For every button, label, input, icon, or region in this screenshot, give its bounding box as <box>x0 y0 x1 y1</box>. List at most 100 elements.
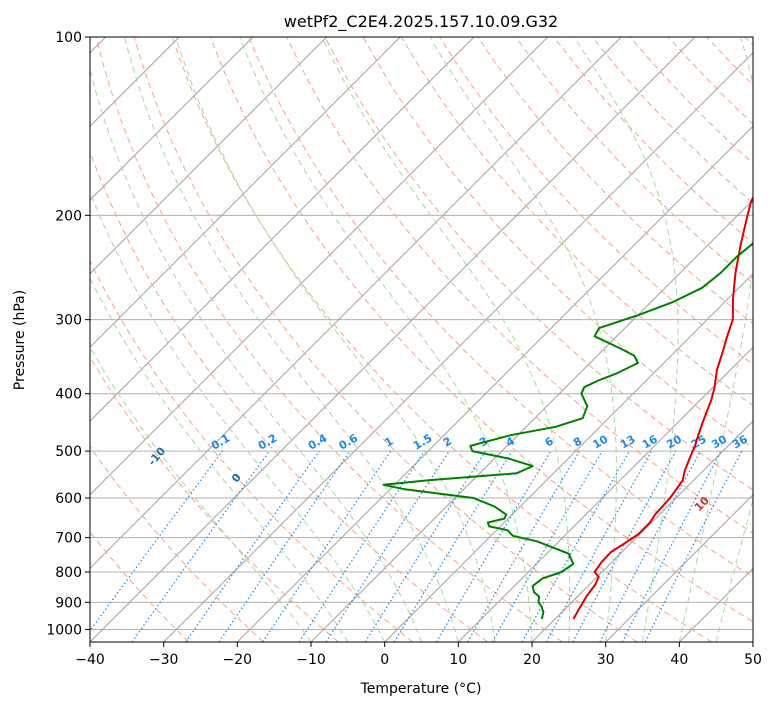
isotherm <box>90 37 328 275</box>
y-tick-label: 500 <box>55 444 82 460</box>
moist-adiabat <box>124 37 459 642</box>
mixing-ratio-line <box>90 450 223 632</box>
axes: −40 −30 −20 −10 0 10 20 30 40 50 100 200 300 400 500 60… <box>46 30 762 668</box>
isotherm <box>310 199 753 642</box>
isotherm <box>236 125 753 642</box>
moist-adiabat <box>239 37 533 642</box>
moist-adiabat <box>90 190 386 642</box>
dry-adiabat <box>90 445 264 642</box>
dry-adiabat <box>90 356 339 642</box>
y-tick-label: 900 <box>55 595 82 611</box>
mixing-ratio-line <box>435 450 552 642</box>
y-axis-title: Pressure (hPa) <box>12 290 28 390</box>
mixing-ratio-line <box>185 450 320 642</box>
chart-title: wetPf2_C2E4.2025.157.10.09.G32 <box>284 12 558 32</box>
moist-adiabat <box>90 277 349 642</box>
y-tick-label: 1000 <box>46 622 82 638</box>
isotherm <box>457 346 753 642</box>
dry-adiabat-label: -20 <box>68 421 91 445</box>
mixing-ratio-line <box>599 450 702 642</box>
mixing-ratio-line <box>131 450 270 642</box>
mixing-ratio-line <box>325 450 450 642</box>
mixing-ratio-label: 0.4 <box>306 431 330 452</box>
isotherm <box>163 51 753 642</box>
x-tick-label: −10 <box>296 652 326 668</box>
moist-adiabat-label: 10 <box>692 494 712 514</box>
mixing-ratio-line <box>262 450 392 642</box>
isotherm <box>90 37 696 642</box>
dry-adiabat <box>133 37 638 642</box>
moist-adiabat <box>321 37 571 642</box>
dry-adiabat <box>591 37 753 204</box>
plot-frame <box>89 36 754 643</box>
temperature-profile <box>572 195 753 620</box>
dry-adiabat <box>515 37 753 284</box>
isotherm <box>90 37 401 349</box>
mixing-ratio-label: 10 <box>591 432 611 451</box>
mixing-ratio-label: 36 <box>730 432 750 451</box>
isotherm <box>90 37 622 570</box>
dry-adiabat <box>90 531 190 642</box>
mixing-ratio-label: 0.1 <box>209 432 232 453</box>
moist-adiabat <box>573 37 679 642</box>
dry-adiabat <box>90 259 414 642</box>
isotherm <box>531 420 753 642</box>
mixing-ratio-label: 13 <box>618 433 638 452</box>
mixing-ratio-label: 20 <box>664 432 684 451</box>
y-tick-label: 400 <box>55 387 82 403</box>
y-tick-label: 200 <box>55 208 82 224</box>
mixing-ratio-line <box>298 450 425 642</box>
y-tick-label: 700 <box>55 531 82 547</box>
mixing-ratio-label: 0.2 <box>256 432 279 453</box>
y-tick-label: 100 <box>55 30 82 46</box>
mixing-ratio-line <box>644 450 743 642</box>
x-tick-label: 30 <box>597 652 615 668</box>
profile-series <box>382 195 753 620</box>
isotherm <box>90 37 254 201</box>
moist-adiabat <box>175 37 496 642</box>
y-tick-label: 800 <box>55 565 82 581</box>
x-tick-label: 0 <box>380 652 389 668</box>
dry-adiabat <box>210 37 753 623</box>
x-tick-label: 40 <box>670 652 688 668</box>
dewpoint-profile <box>382 242 753 620</box>
moist-adiabat <box>90 67 422 642</box>
mixing-ratio-line <box>466 450 580 642</box>
mixing-ratio-label: 8 <box>571 435 584 450</box>
x-tick-label: −20 <box>223 652 253 668</box>
moist-adiabat <box>429 37 617 642</box>
mixing-ratio-line <box>218 450 351 642</box>
mixing-ratio-label: 30 <box>709 432 729 451</box>
isotherm <box>605 493 753 642</box>
mixing-ratio-label: 1.5 <box>411 432 434 453</box>
dry-adiabat <box>90 150 488 642</box>
mixing-ratio-label: 16 <box>640 432 660 451</box>
x-tick-label: −30 <box>149 652 179 668</box>
isotherm <box>90 37 475 422</box>
moist-adiabat <box>90 346 312 642</box>
isotherm <box>90 37 549 496</box>
dry-adiabat <box>324 37 753 491</box>
dry-adiabat <box>171 37 712 642</box>
isotherm <box>384 272 753 642</box>
moist-adiabat-label: 20 <box>753 529 773 549</box>
moist-adiabat <box>715 498 753 642</box>
dry-adiabat <box>744 37 753 47</box>
mixing-ratio-label: 1 <box>382 435 395 450</box>
y-tick-label: 600 <box>55 491 82 507</box>
mixing-ratio-line <box>545 450 653 642</box>
background-lines <box>90 37 753 642</box>
x-tick-label: 10 <box>449 652 467 668</box>
y-tick-label: 300 <box>55 313 82 329</box>
moist-adiabat <box>678 37 753 642</box>
mixing-ratio-line <box>393 450 513 642</box>
mixing-ratio-line <box>572 450 677 642</box>
mixing-ratio-line <box>521 450 631 642</box>
dry-adiabat <box>95 37 563 642</box>
dry-adiabat <box>286 37 753 534</box>
dry-adiabat-label: -30 <box>0 395 17 419</box>
dry-adiabat <box>553 37 753 244</box>
x-tick-label: 20 <box>523 652 541 668</box>
isotherm <box>752 641 753 642</box>
